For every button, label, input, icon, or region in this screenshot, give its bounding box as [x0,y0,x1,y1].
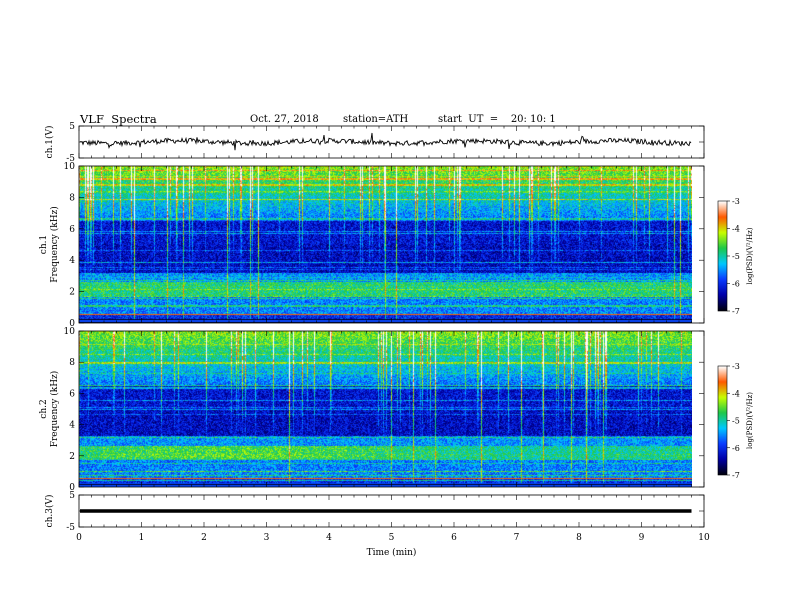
colorbar-tick-label: -4 [732,225,740,234]
y-tick-label: 10 [64,162,76,172]
colorbar-tick-label: -7 [732,471,740,480]
x-tick-label: 2 [201,533,207,543]
colorbar-label-ch2: log(PSD)(V²/Hz) [746,392,754,449]
figure-title: VLF Spectra [80,112,157,126]
y-tick-label: 8 [69,358,75,368]
colorbar-tick-label: -5 [732,252,740,261]
ch3-ylabel: ch.3(V) [44,495,55,528]
ch1-waveform-line [79,132,692,151]
spectrogram-image-ch2 [79,331,692,487]
colorbar-tick-label: -5 [732,417,740,426]
colorbar-ch2 [718,366,727,475]
ch2-spectrogram-ylabel: Frequency (kHz) [49,371,60,448]
y-tick-label: -5 [66,154,75,164]
ch1-spectrogram-channel-label: ch.1 [39,235,49,254]
ch1-spectrogram-ylabel: Frequency (kHz) [49,206,60,283]
x-tick-label: 1 [139,533,145,543]
y-tick-label: 4 [69,256,75,266]
x-tick-label: 5 [389,533,395,543]
x-tick-label: 6 [451,533,457,543]
x-tick-label: 9 [639,533,645,543]
colorbar-tick-label: -4 [732,389,740,398]
y-tick-label: 6 [69,389,75,399]
y-tick-label: 0 [69,319,75,329]
x-tick-label: 8 [576,533,582,543]
start-ut-label: start UT = 20: 10: 1 [438,114,556,125]
colorbar-tick-label: -3 [732,197,740,206]
colorbar-tick-label: -7 [732,307,740,316]
ch3-waveform-line [80,509,692,513]
date-label: Oct. 27, 2018 [250,114,319,125]
y-tick-label: 6 [69,225,75,235]
y-tick-label: 10 [64,327,76,337]
colorbar-tick-label: -3 [732,362,740,371]
x-axis-label: Time (min) [367,547,417,558]
y-tick-label: 8 [69,193,75,203]
colorbar-label-ch1: log(PSD)(V²/Hz) [746,227,754,284]
station-label: station=ATH [343,114,409,125]
x-tick-label: 3 [264,533,270,543]
y-tick-label: 5 [69,491,75,501]
colorbar-ch1 [718,201,727,311]
x-tick-label: 7 [514,533,520,543]
y-tick-label: 5 [69,122,75,132]
y-tick-label: 0 [69,483,75,493]
ch1-ylabel: ch.1(V) [44,126,55,159]
spectrogram-image-ch1 [79,166,692,323]
y-tick-label: -5 [66,523,75,533]
y-tick-label: 2 [69,288,75,298]
y-tick-label: 4 [69,421,75,431]
y-tick-label: 2 [69,452,75,462]
colorbar-tick-label: -6 [732,444,740,453]
colorbar-tick-label: -6 [732,280,740,289]
x-tick-label: 4 [326,533,332,543]
x-tick-label: 10 [698,533,710,543]
x-tick-label: 0 [76,533,82,543]
ch2-spectrogram-channel-label: ch.2 [39,399,49,418]
